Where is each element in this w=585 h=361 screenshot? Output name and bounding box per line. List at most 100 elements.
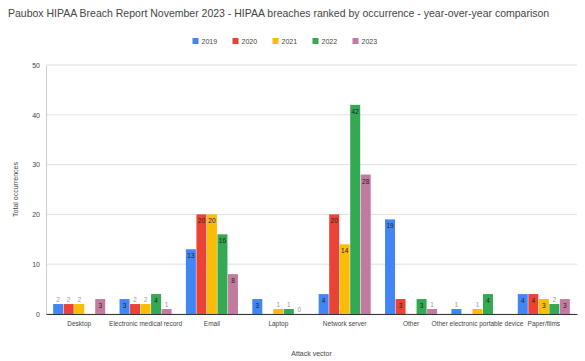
bar — [130, 304, 140, 314]
bar — [162, 309, 172, 314]
bar — [196, 214, 206, 314]
bar — [141, 304, 151, 314]
data-label: 3 — [255, 302, 259, 309]
bar — [319, 294, 329, 314]
x-tick-label: Electronic medical record — [109, 320, 182, 327]
bar — [427, 309, 437, 314]
data-label: 2 — [56, 296, 60, 303]
grid-line — [46, 214, 577, 215]
data-label: 19 — [386, 222, 394, 229]
y-tick: 30 — [32, 161, 46, 168]
data-label: 13 — [187, 252, 195, 259]
bar — [273, 309, 283, 314]
bar — [361, 175, 371, 314]
bar — [518, 294, 528, 314]
legend-label: 2019 — [202, 38, 218, 45]
y-tick: 20 — [32, 211, 46, 218]
data-label: 20 — [208, 217, 216, 224]
bar — [217, 234, 227, 314]
data-label: 4 — [521, 297, 525, 304]
data-label: 3 — [123, 302, 127, 309]
x-tick: Paper/films — [528, 314, 561, 328]
data-label: 42 — [352, 108, 360, 115]
data-label: 2 — [553, 296, 557, 303]
data-label: 20 — [331, 217, 339, 224]
data-labels: 2313341914222020342220114134161423423180… — [56, 108, 567, 313]
bars — [53, 105, 570, 314]
x-tick-label: Desktop — [67, 320, 91, 328]
x-axis-line — [47, 314, 578, 315]
grid — [46, 65, 577, 314]
data-label: 0 — [298, 306, 302, 313]
legend-label: 2022 — [322, 38, 338, 45]
x-tick: Laptop — [268, 314, 288, 328]
y-axis-title: Total occurrences — [12, 162, 19, 217]
y-tick-label: 30 — [32, 161, 40, 168]
data-label: 3 — [399, 302, 403, 309]
bar — [396, 299, 406, 314]
bar — [186, 249, 196, 314]
data-label: 1 — [287, 301, 291, 308]
data-label: 4 — [486, 297, 490, 304]
bar — [207, 214, 217, 314]
bar — [483, 294, 493, 314]
legend-swatch — [273, 38, 279, 44]
y-tick-label: 40 — [32, 112, 40, 119]
data-label: 16 — [219, 237, 227, 244]
legend-item: 2019 — [193, 38, 218, 45]
y-tick-label: 50 — [32, 62, 40, 69]
x-tick-label: Paper/films — [528, 320, 561, 328]
data-label: 14 — [341, 247, 349, 254]
legend-swatch — [313, 38, 319, 44]
bar — [417, 299, 427, 314]
data-label: 3 — [420, 302, 424, 309]
data-label: 3 — [542, 302, 546, 309]
legend-swatch — [233, 38, 239, 44]
bar — [528, 294, 538, 314]
bar — [340, 244, 350, 314]
bar — [385, 219, 395, 314]
data-label: 2 — [144, 296, 148, 303]
x-tick: Desktop — [67, 314, 91, 328]
legend: 2019 2020 2021 2022 2023 — [193, 38, 378, 45]
y-axis: 01020304050 — [32, 62, 46, 318]
x-tick: Electronic medical record — [109, 314, 182, 327]
data-label: 1 — [277, 301, 281, 308]
y-tick: 50 — [32, 62, 46, 69]
grid-line — [46, 264, 577, 265]
x-tick: Other electronic portable device — [432, 314, 524, 328]
legend-label: 2023 — [362, 38, 378, 45]
legend-item: 2021 — [273, 38, 298, 45]
data-label: 4 — [322, 297, 326, 304]
data-label: 2 — [133, 296, 137, 303]
bar — [350, 105, 360, 314]
data-label: 1 — [476, 301, 480, 308]
x-tick: Other — [403, 314, 420, 327]
title: Paubox HIPAA Breach Report November 2023… — [8, 7, 549, 19]
x-tick-label: Laptop — [268, 320, 288, 328]
y-axis-line — [46, 66, 47, 315]
x-tick-label: Other electronic portable device — [432, 320, 524, 328]
y-tick: 10 — [32, 261, 46, 268]
bar — [560, 299, 570, 314]
grid-line — [46, 114, 577, 115]
bar — [284, 309, 294, 314]
legend-label: 2021 — [282, 38, 298, 45]
data-label: 2 — [67, 296, 71, 303]
data-label: 20 — [198, 217, 206, 224]
legend-label: 2020 — [242, 38, 258, 45]
data-label: 8 — [231, 277, 235, 284]
y-tick-label: 10 — [32, 261, 40, 268]
bar — [451, 309, 461, 314]
y-tick: 40 — [32, 112, 46, 119]
bar — [539, 299, 549, 314]
data-label: 2 — [77, 296, 81, 303]
plot: 0 10 20 30 40 50 Desktop Electronic medical rec… — [32, 62, 577, 328]
data-label: 1 — [165, 301, 169, 308]
bar — [228, 274, 238, 314]
legend-item: 2022 — [313, 38, 338, 45]
data-label: 1 — [430, 301, 434, 308]
bar — [294, 314, 304, 315]
x-tick-label: Email — [204, 320, 221, 327]
x-tick: Email — [204, 314, 221, 327]
